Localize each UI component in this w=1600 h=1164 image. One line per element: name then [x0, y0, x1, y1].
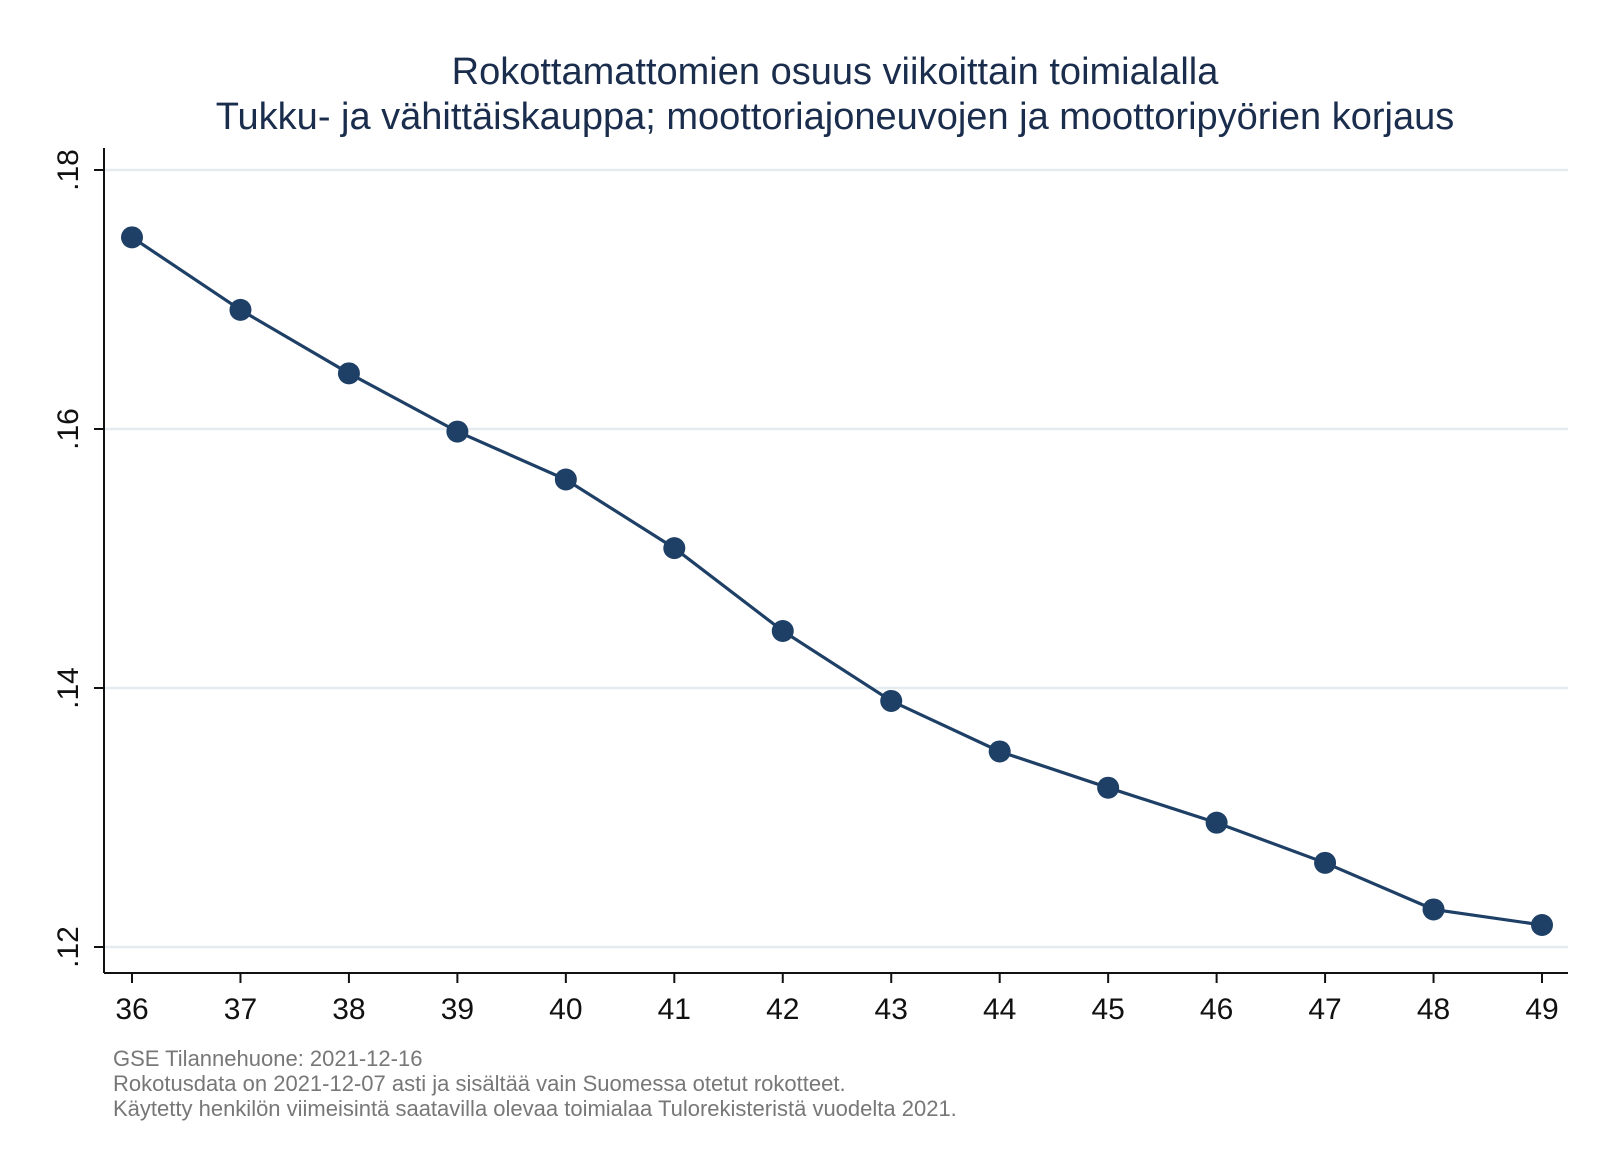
data-note: Rokotusdata on 2021-12-07 asti ja sisält… — [113, 1071, 846, 1096]
data-point — [121, 226, 143, 249]
series-line — [131, 235, 1543, 927]
data-point — [1422, 898, 1445, 921]
x-tick-label: 48 — [1417, 993, 1450, 1026]
x-tick-label: 46 — [1200, 993, 1233, 1026]
y-tick-label: .16 — [52, 408, 85, 450]
data-point — [663, 537, 686, 560]
chart-title: Rokottamattomien osuus viikoittain toimi… — [452, 51, 1220, 93]
method-note: Käytetty henkilön viimeisintä saatavilla… — [113, 1096, 957, 1121]
axes — [103, 148, 1568, 974]
x-tick-label: 41 — [658, 993, 691, 1026]
data-point — [1205, 811, 1228, 834]
gridlines — [104, 168, 1568, 949]
data-point — [337, 362, 360, 385]
x-tick-label: 47 — [1308, 993, 1341, 1026]
data-point — [229, 298, 252, 321]
data-point — [1531, 913, 1553, 936]
x-tick-label: 39 — [441, 993, 474, 1026]
source-note: GSE Tilannehuone: 2021-12-16 — [113, 1046, 422, 1071]
x-tick-label: 49 — [1525, 993, 1558, 1026]
chart-subtitle: Tukku- ja vähittäiskauppa; moottoriajone… — [216, 96, 1454, 138]
x-tick-label: 37 — [224, 993, 257, 1026]
x-tick-label: 44 — [983, 993, 1016, 1026]
y-tick-label: .14 — [52, 667, 85, 709]
y-axis-ticks: .12 .14 .16 .18 — [52, 149, 104, 968]
x-axis-ticks: 36 37 38 39 40 41 42 43 44 45 46 47 48 49 — [115, 973, 1559, 1026]
y-tick-label: .18 — [52, 149, 85, 191]
x-tick-label: 43 — [875, 993, 908, 1026]
data-point — [1097, 776, 1120, 799]
data-point — [1314, 851, 1337, 874]
y-tick-label: .12 — [52, 926, 85, 968]
x-tick-label: 38 — [332, 993, 365, 1026]
series — [121, 226, 1553, 936]
x-tick-label: 40 — [549, 993, 582, 1026]
data-point — [446, 420, 469, 443]
data-point — [988, 740, 1011, 763]
data-point — [554, 468, 577, 491]
data-point — [880, 689, 903, 712]
data-point — [771, 620, 794, 643]
x-tick-label: 45 — [1091, 993, 1124, 1026]
x-tick-label: 42 — [766, 993, 799, 1026]
x-tick-label: 36 — [115, 993, 148, 1026]
